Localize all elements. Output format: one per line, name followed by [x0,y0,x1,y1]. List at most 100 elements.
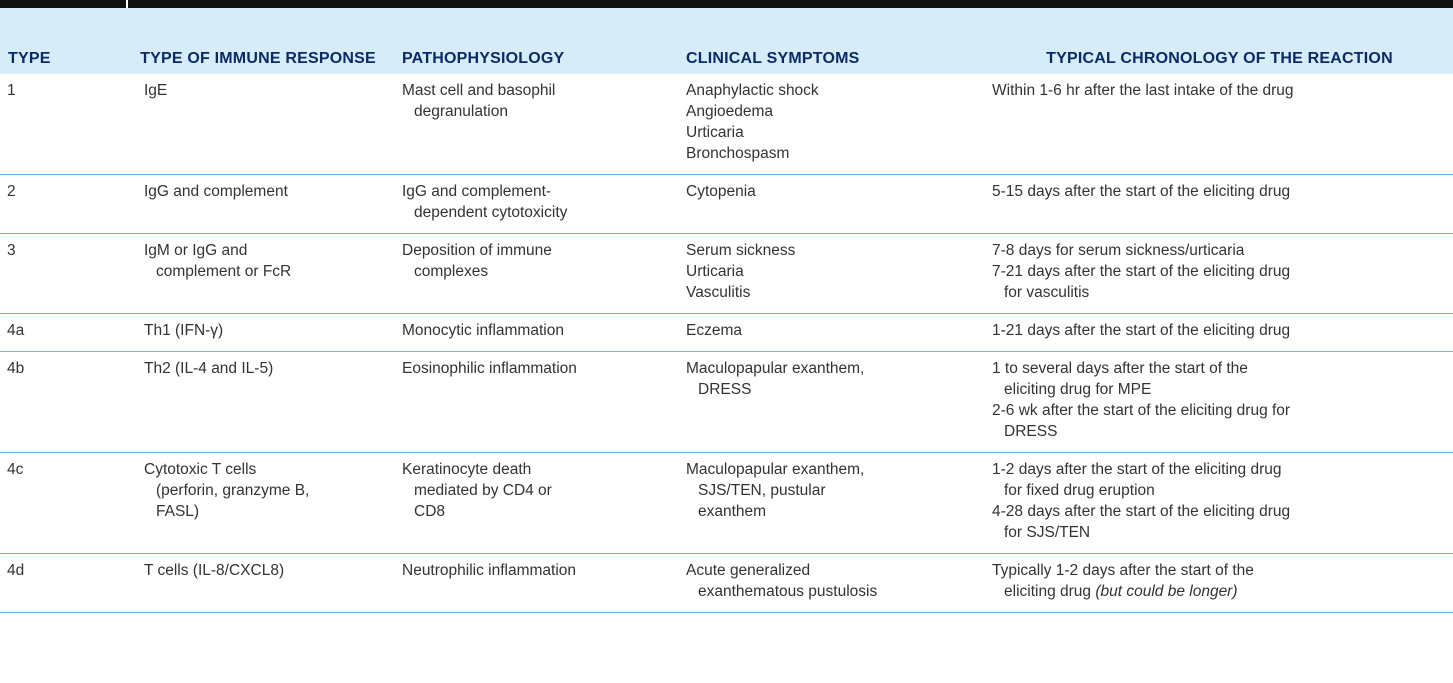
immune-response-cell: IgM or IgG and complement or FcR [126,233,388,314]
chronology-cell: Within 1-6 hr after the last intake of t… [984,74,1453,175]
cell-line: Angioedema [686,103,774,120]
cell-line: 4-28 days after the start of the eliciti… [992,503,1291,520]
immune-response-cell: Th1 (IFN-γ) [126,313,388,352]
pathophysiology-cell: Mast cell and basophil degranulation [388,74,678,175]
pathophysiology-cell: IgG and complement-dependent cytotoxicit… [388,174,678,234]
type-cell: 2 [0,174,126,234]
cell-line: DRESS [698,381,752,398]
cell-line: for fixed drug eruption [1004,482,1155,499]
pathophysiology-cell: Neutrophilic inflammation [388,553,678,613]
table-header: TYPE TYPE OF IMMUNE RESPONSE PATHOPHYSIO… [0,8,1453,74]
type-cell: 3 [0,233,126,314]
cell-line: Typically 1-2 days after the start of th… [992,562,1254,579]
immune-response-cell: Th2 (IL-4 and IL-5) [126,351,388,453]
cell-line: IgG and complement- [402,183,552,200]
cell-line: degranulation [414,103,508,120]
cell-line: dependent cytotoxicity [414,204,568,221]
immune-response-cell: T cells (IL-8/CXCL8) [126,553,388,613]
cell-line: T cells (IL-8/CXCL8) [144,562,285,579]
top-rule-left [0,0,126,8]
type-cell: 1 [0,74,126,175]
cell-line: exanthem [698,503,767,520]
cell-line: Vasculitis [686,284,751,301]
table-body: 1 IgE Mast cell and basophil degranulation A… [0,74,1453,613]
immune-response-cell: Cytotoxic T cells (perforin, granzyme B, F… [126,452,388,554]
cell-line: Cytopenia [686,183,756,200]
clinical-symptoms-cell: Acute generalized exanthematous pustulosi… [678,553,984,613]
cell-line: Eczema [686,322,742,339]
cell-line: Anaphylactic shock [686,82,819,99]
cell-line: 1-21 days after the start of the eliciti… [992,322,1291,339]
clinical-symptoms-cell: Anaphylactic shock Angioedema Urticaria Bro… [678,74,984,175]
cell-line: Urticaria [686,263,744,280]
cell-line: Maculopapular exanthem, [686,360,865,377]
cell-line: for vasculitis [1004,284,1090,301]
pathophysiology-cell: Deposition of immune complexes [388,233,678,314]
cell-line: exanthematous pustulosis [698,583,878,600]
cell-line: mediated by CD4 or [414,482,552,499]
chronology-cell: 1-21 days after the start of the eliciti… [984,313,1453,352]
table-row: 1 IgE Mast cell and basophil degranulation A… [0,74,1453,175]
cell-line: IgM or IgG and [144,242,248,259]
header-immune-response: TYPE OF IMMUNE RESPONSE [126,8,388,74]
top-rule [0,0,1453,8]
chronology-cell: 5-15 days after the start of the eliciti… [984,174,1453,234]
cell-line: Urticaria [686,124,744,141]
cell-line: Cytotoxic T cells [144,461,257,478]
cell-line: 1-2 days after the start of the elicitin… [992,461,1282,478]
table-row: 3 IgM or IgG and complement or FcR Depositi… [0,233,1453,314]
immune-response-cell: IgE [126,74,388,175]
clinical-symptoms-cell: Eczema [678,313,984,352]
table-row: 2 IgG and complement IgG and complement-de… [0,174,1453,234]
cell-line: for SJS/TEN [1004,524,1091,541]
chronology-cell: 1 to several days after the start of the… [984,351,1453,453]
cell-line: Within 1-6 hr after the last intake of t… [992,82,1294,99]
cell-line: 2-6 wk after the start of the eliciting … [992,402,1291,419]
cell-line: DRESS [1004,423,1058,440]
table-row: 4d T cells (IL-8/CXCL8) Neutrophilic infla… [0,553,1453,613]
cell-line: 5-15 days after the start of the eliciti… [992,183,1291,200]
clinical-symptoms-cell: Serum sickness Urticaria Vasculitis [678,233,984,314]
table-row: 4b Th2 (IL-4 and IL-5) Eosinophilic inflam… [0,351,1453,453]
chronology-cell: 1-2 days after the start of the elicitin… [984,452,1453,554]
immune-response-cell: IgG and complement [126,174,388,234]
pathophysiology-cell: Monocytic inflammation [388,313,678,352]
cell-line: 1 to several days after the start of the [992,360,1248,377]
header-pathophysiology: PATHOPHYSIOLOGY [388,8,678,74]
type-cell: 4c [0,452,126,554]
cell-line: Serum sickness [686,242,796,259]
clinical-symptoms-cell: Maculopapular exanthem, DRESS [678,351,984,453]
cell-line: Monocytic inflammation [402,322,564,339]
header-clinical-symptoms: CLINICAL SYMPTOMS [678,8,984,74]
cell-line: 7-21 days after the start of the eliciti… [992,263,1291,280]
cell-line: Mast cell and basophil [402,82,556,99]
clinical-symptoms-cell: Maculopapular exanthem, SJS/TEN, pustular… [678,452,984,554]
cell-line: Bronchospasm [686,145,790,162]
clinical-symptoms-cell: Cytopenia [678,174,984,234]
chronology-cell: 7-8 days for serum sickness/urticaria 7-2… [984,233,1453,314]
type-cell: 4d [0,553,126,613]
chronology-note: (but could be longer) [1091,583,1238,600]
cell-line: Th2 (IL-4 and IL-5) [144,360,274,377]
cell-line: IgE [144,82,168,99]
cell-line: Keratinocyte death [402,461,532,478]
cell-line: Eosinophilic inflammation [402,360,577,377]
cell-line: IgG and complement [144,183,288,200]
cell-line: Deposition of immune [402,242,552,259]
cell-line: Neutrophilic inflammation [402,562,577,579]
cell-line: (perforin, granzyme B, [156,482,310,499]
cell-line: Maculopapular exanthem, [686,461,865,478]
cell-line: 7-8 days for serum sickness/urticaria [992,242,1245,259]
cell-line: eliciting drug for MPE [1004,381,1152,398]
cell-line: SJS/TEN, pustular [698,482,826,499]
type-cell: 4b [0,351,126,453]
cell-line: Acute generalized [686,562,811,579]
pathophysiology-cell: Eosinophilic inflammation [388,351,678,453]
table-row: 4c Cytotoxic T cells (perforin, granzyme B… [0,452,1453,554]
cell-line: complexes [414,263,489,280]
cell-line: CD8 [414,503,446,520]
chronology-cell: Typically 1-2 days after the start of th… [984,553,1453,613]
hypersensitivity-table: TYPE TYPE OF IMMUNE RESPONSE PATHOPHYSIO… [0,8,1453,613]
pathophysiology-cell: Keratinocyte death mediated by CD4 or CD8 [388,452,678,554]
cell-line: eliciting drug (but could be longer) [1004,583,1238,600]
